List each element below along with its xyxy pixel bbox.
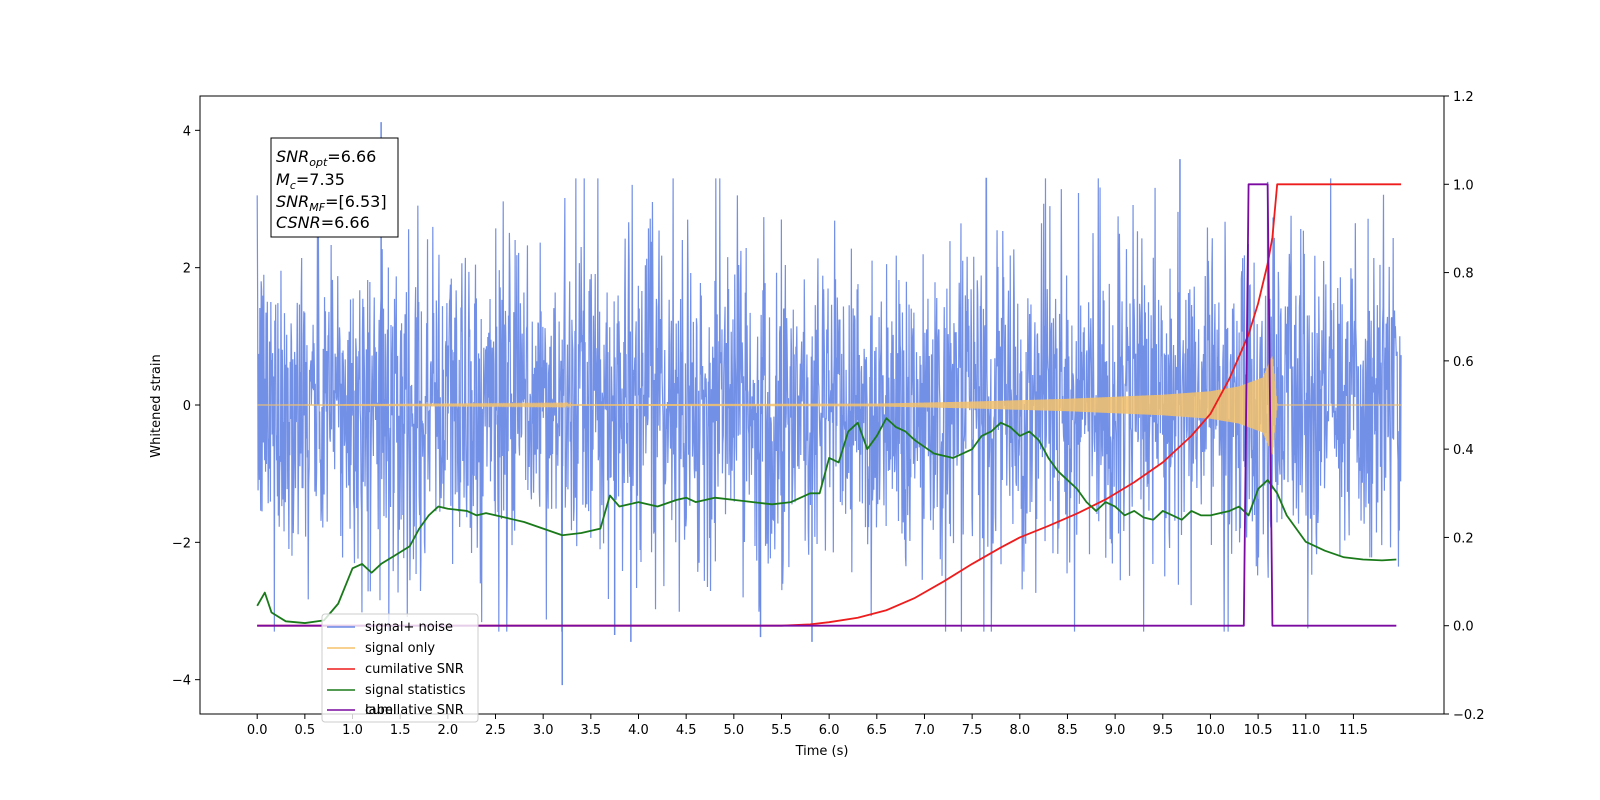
legend-label-label: label [365,703,396,718]
series-signal-statistics-line [256,417,1397,624]
x-tick-label: 0.0 [247,723,268,738]
y-tick-label: 2 [183,262,191,277]
x-tick-label: 10.0 [1196,723,1225,738]
legend-label-cumilative-snr: cumilative SNR [365,662,464,677]
annotation-line-snr-mf: SNRMF=[6.53] [276,192,387,214]
y-tick-label: −4 [172,674,191,689]
legend: cumilative SNR signal+ noise signal only… [321,613,479,723]
annotation-box: SNRopt=6.66 Mc=7.35 SNRMF=[6.53] CSNR=6.… [270,137,399,238]
y-axis-label: Whitened strain [149,354,164,457]
legend-hidden-text: cumilative SNR [365,703,464,718]
x-tick-label: 8.5 [1057,723,1078,738]
x-tick-label: 4.5 [676,723,697,738]
annotation-line-mc: Mc=7.35 [276,170,345,192]
x-tick-label: 0.5 [295,723,316,738]
y2-tick-label: 0.8 [1453,267,1474,282]
x-tick-label: 9.0 [1105,723,1126,738]
x-tick-label: 1.0 [342,723,363,738]
y2-tick-label: 1.0 [1453,178,1474,193]
x-tick-label: 7.5 [962,723,983,738]
x-tick-label: 8.0 [1009,723,1030,738]
series-layer [256,122,1402,686]
x-tick-label: 6.5 [866,723,887,738]
x-tick-label: 3.0 [533,723,554,738]
x-tick-label: 4.0 [628,723,649,738]
y2-tick-label: 0.4 [1453,443,1474,458]
y2-tick-label: 1.2 [1453,90,1474,105]
legend-label-signal-only: signal only [365,641,435,656]
y2-tick-label: 0.2 [1453,531,1474,546]
x-tick-label: 9.5 [1152,723,1173,738]
x-tick-label: 2.0 [438,723,459,738]
y-tick-label: 0 [183,399,191,414]
y-tick-label: −2 [172,536,191,551]
x-tick-label: 3.5 [580,723,601,738]
x-tick-label: 6.0 [819,723,840,738]
x-tick-label: 11.5 [1339,723,1368,738]
series-cumilative-snr-line [257,183,1402,627]
y2-tick-label: −0.2 [1453,708,1485,723]
x-tick-label: 5.0 [723,723,744,738]
series-signal-only-line [257,356,1402,455]
axes-layer: 0.0 0.5 1.0 1.5 2.0 2.5 3.0 3.5 4.0 4.5 5.0 5.5 6.0 6… [172,90,1485,738]
y2-tick-label: 0.0 [1453,620,1474,635]
y2-tick-label: 0.6 [1453,355,1474,370]
x-tick-label: 7.0 [914,723,935,738]
annotation-line-snr-opt: SNRopt=6.66 [276,147,376,169]
x-tick-label: 2.5 [485,723,506,738]
x-tick-label: 11.0 [1291,723,1320,738]
x-axis-label: Time (s) [795,744,849,759]
x-tick-label: 10.5 [1244,723,1273,738]
legend-label-signal-statistics: signal statistics [365,683,466,698]
series-label-line [257,183,1397,627]
legend-label-signal-noise: signal+ noise [365,620,453,635]
y-tick-label: 4 [183,124,191,139]
x-tick-label: 5.5 [771,723,792,738]
x-tick-label: 1.5 [390,723,411,738]
annotation-line-csnr: CSNR=6.66 [276,213,370,232]
